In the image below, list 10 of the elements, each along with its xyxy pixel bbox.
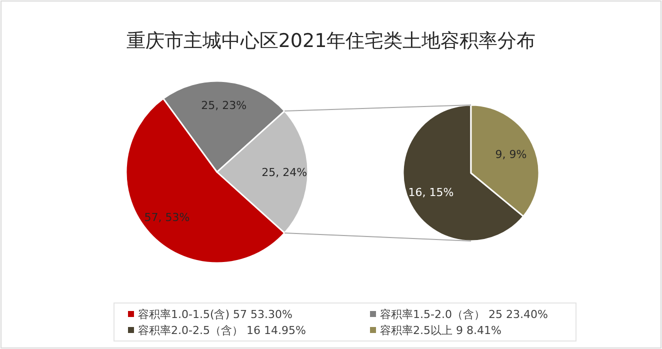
data-label: 25, 23%	[201, 99, 247, 112]
legend-label: 容积率2.5以上 9 8.41%	[380, 324, 502, 337]
legend-label: 容积率1.0-1.5(含) 57 53.30%	[138, 308, 292, 321]
data-label: 25, 24%	[262, 166, 308, 179]
legend-label: 容积率1.5-2.0（含） 25 23.40%	[380, 308, 548, 321]
data-label: 9, 9%	[495, 148, 527, 162]
data-label: 57, 53%	[144, 211, 190, 224]
chart-title: 重庆市主城中心区2021年住宅类土地容积率分布	[126, 30, 536, 52]
legend-label: 容积率2.0-2.5（含） 16 14.95%	[138, 324, 306, 337]
data-label: 16, 15%	[408, 186, 454, 199]
